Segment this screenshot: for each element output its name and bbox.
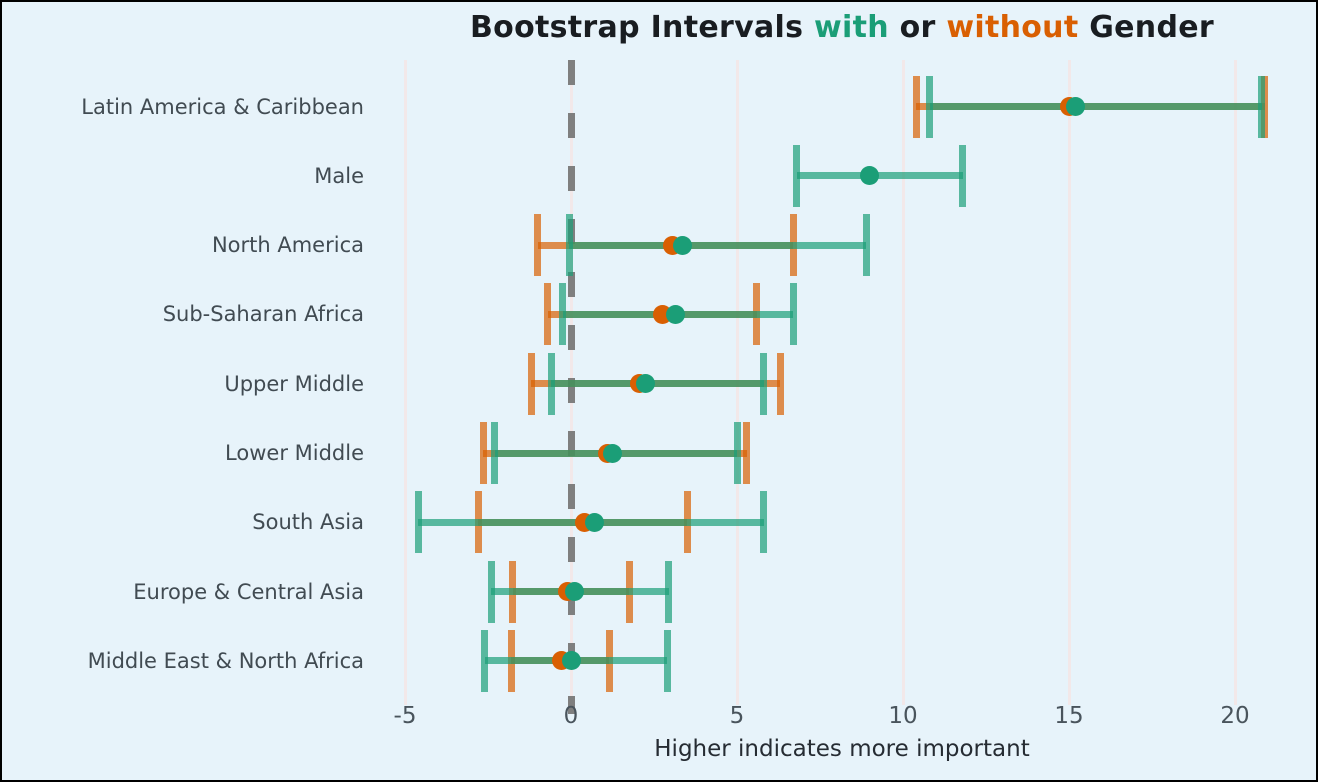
interval-cap-without_gender [743,422,751,484]
y-axis-label: Lower Middle [225,441,364,465]
y-axis-label: Middle East & North Africa [87,648,364,673]
title-segment: with [813,10,889,45]
interval-cap-with_gender [862,214,870,277]
interval-cap-with_gender [491,422,499,484]
interval-line-with_gender [569,241,867,249]
interval-cap-with_gender [565,214,573,277]
y-axis-label: Sub-Saharan Africa [162,302,364,327]
y-axis-label: Upper Middle [224,371,364,396]
title-segment: Bootstrap Intervals [470,10,814,45]
center-dot-with_gender [603,443,622,463]
gridline [901,60,905,705]
center-dot-with_gender [666,304,686,324]
interval-cap-with_gender [959,144,967,207]
interval-line-with_gender [796,172,963,180]
interval-cap-with_gender [1258,75,1266,138]
y-axis-label: Europe & Central Asia [133,579,364,604]
interval-cap-without_gender [534,214,542,277]
interval-cap-with_gender [414,491,422,554]
center-dot-with_gender [860,166,880,186]
y-axis-label: Latin America & Caribbean [81,94,364,119]
interval-cap-without_gender [776,352,784,415]
interval-cap-with_gender [760,352,768,415]
interval-cap-with_gender [663,629,671,692]
interval-cap-with_gender [793,144,801,207]
interval-cap-with_gender [733,422,741,484]
center-dot-with_gender [561,651,581,671]
center-dot-with_gender [564,582,584,602]
gridline [1233,60,1237,705]
interval-cap-with_gender [547,352,555,415]
center-dot-with_gender [1066,97,1086,116]
x-tick-label: 10 [888,703,918,729]
interval-cap-with_gender [926,75,934,138]
interval-cap-with_gender [760,491,768,554]
interval-cap-without_gender [479,422,487,484]
x-tick-label: -5 [393,703,417,729]
interval-cap-with_gender [789,283,797,346]
center-dot-with_gender [672,235,692,255]
interval-line-with_gender [551,380,764,388]
interval-cap-without_gender [527,352,535,415]
interval-cap-with_gender [487,560,495,623]
center-dot-with_gender [636,374,656,394]
interval-cap-without_gender [544,283,552,346]
title-segment: Gender [1078,10,1214,45]
title-segment: without [946,10,1079,45]
chart-title: Bootstrap Intervals with or without Gend… [362,10,1316,45]
gridline [403,60,407,705]
x-axis-title: Higher indicates more important [654,736,1030,762]
y-axis-label: North America [211,233,364,258]
interval-cap-without_gender [912,75,920,138]
gridline [1067,60,1071,705]
interval-cap-with_gender [559,283,567,346]
x-tick-label: 0 [563,703,579,729]
x-tick-label: 15 [1054,703,1084,729]
x-tick-label: 5 [729,703,745,729]
center-dot-with_gender [584,512,604,532]
y-axis-label: Male [314,163,364,188]
interval-line-with_gender [929,103,1262,110]
interval-cap-with_gender [481,629,489,692]
x-tick-label: 20 [1220,703,1250,729]
y-axis-label: South Asia [252,510,364,535]
title-segment: or [888,10,947,45]
interval-cap-with_gender [665,560,673,623]
